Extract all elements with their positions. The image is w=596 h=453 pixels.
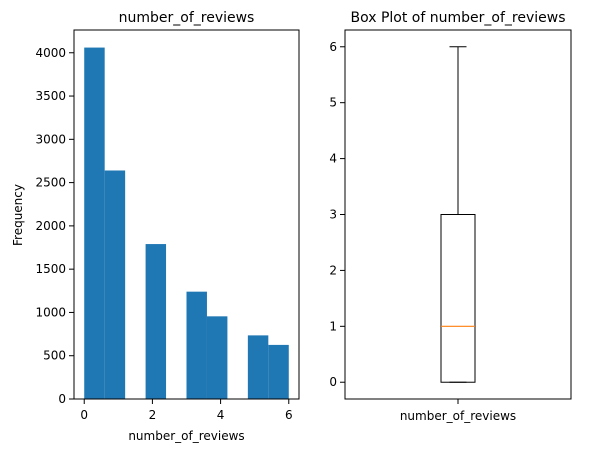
histogram-title: number_of_reviews <box>119 10 255 26</box>
histogram-bar-5 <box>186 291 207 399</box>
boxplot-marks <box>440 46 476 383</box>
histogram-y-tick-label-2000: 2000 <box>35 219 66 233</box>
boxplot-x-tick-label: number_of_reviews <box>400 409 516 423</box>
histogram-x-ticks: 0 2 4 6 <box>80 399 293 422</box>
boxplot-y-tick-label-4: 4 <box>329 152 337 166</box>
boxplot-box <box>440 214 476 383</box>
boxplot-panel: Box Plot of number_of_reviews 0 1 2 3 4 5 6 nu… <box>329 10 572 423</box>
histogram-bar-9 <box>268 344 289 399</box>
histogram-y-tick-label-1000: 1000 <box>35 305 66 319</box>
histogram-y-tick-label-3500: 3500 <box>35 89 66 103</box>
histogram-y-tick-label-4000: 4000 <box>35 46 66 60</box>
histogram-x-tick-label-4: 4 <box>217 408 225 422</box>
histogram-bar-6 <box>206 316 228 399</box>
histogram-y-tick-label-3000: 3000 <box>35 132 66 146</box>
histogram-bar-8 <box>247 335 269 399</box>
histogram-y-label: Frequency <box>11 184 25 246</box>
histogram-y-tick-label-1500: 1500 <box>35 262 66 276</box>
histogram-y-tick-label-500: 500 <box>43 349 66 363</box>
boxplot-y-tick-label-2: 2 <box>329 263 337 277</box>
histogram-y-tick-label-0: 0 <box>58 392 66 406</box>
boxplot-y-tick-label-6: 6 <box>329 40 337 54</box>
histogram-bars <box>84 47 289 399</box>
histogram-x-tick-label-0: 0 <box>80 408 88 422</box>
histogram-y-ticks: 0 500 1000 1500 2000 2500 3000 3500 4000 <box>35 46 74 406</box>
boxplot-y-tick-label-0: 0 <box>329 375 337 389</box>
histogram-x-tick-label-2: 2 <box>149 408 157 422</box>
boxplot-y-ticks: 0 1 2 3 4 5 6 <box>329 40 345 389</box>
histogram-frame <box>73 29 300 400</box>
boxplot-y-tick-label-3: 3 <box>329 208 337 222</box>
histogram-x-tick-label-6: 6 <box>285 408 293 422</box>
histogram-x-label: number_of_reviews <box>128 429 244 443</box>
histogram-bar-0 <box>84 47 105 399</box>
boxplot-y-tick-label-5: 5 <box>329 96 337 110</box>
boxplot-title: Box Plot of number_of_reviews <box>351 10 566 26</box>
histogram-panel: number_of_reviews 0 2 4 6 0 500 1000 1500 2000 2… <box>11 10 300 443</box>
histogram-y-tick-label-2500: 2500 <box>35 176 66 190</box>
boxplot-y-tick-label-1: 1 <box>329 319 337 333</box>
histogram-bar-1 <box>104 170 126 399</box>
histogram-bar-3 <box>145 244 167 399</box>
